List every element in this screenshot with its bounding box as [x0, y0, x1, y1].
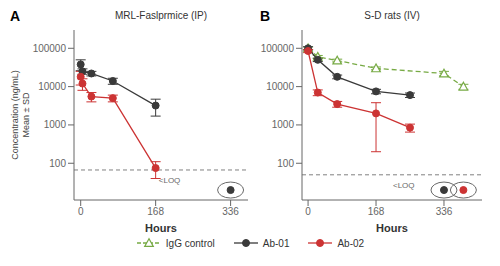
svg-text:168: 168	[368, 206, 385, 217]
html-text:MRL-Faslprmice (IP): MRL-Faslprmice (IP)	[114, 10, 208, 21]
svg-text:0: 0	[78, 206, 84, 217]
svg-text:1000: 1000	[44, 119, 67, 130]
html-text:A: A	[10, 8, 21, 24]
svg-text:100000: 100000	[261, 43, 295, 54]
svg-text:10000: 10000	[266, 81, 294, 92]
svg-text:10000: 10000	[38, 81, 66, 92]
svg-text:<LOQ: <LOQ	[393, 181, 415, 190]
svg-text:336: 336	[222, 206, 239, 217]
svg-text:100: 100	[277, 158, 294, 169]
svg-text:Concentration (ng/mL)Mean ± SD: Concentration (ng/mL)Mean ± SD	[10, 70, 31, 160]
svg-text:<LOQ: <LOQ	[159, 176, 181, 185]
svg-text:100: 100	[49, 158, 66, 169]
svg-text:336: 336	[436, 206, 453, 217]
html-text:Ab-01: Ab-01	[262, 237, 290, 249]
html-text:S-D rats (IV): S-D rats (IV)	[364, 10, 420, 21]
html-text:Ab-02: Ab-02	[337, 237, 365, 249]
svg-text:0: 0	[305, 206, 311, 217]
html-text:IgG control: IgG control	[165, 237, 215, 249]
svg-text:168: 168	[147, 206, 164, 217]
svg-text:Hours: Hours	[376, 222, 408, 232]
svg-text:1000: 1000	[272, 119, 295, 130]
html-text:B: B	[260, 8, 271, 24]
svg-text:100000: 100000	[33, 43, 67, 54]
svg-text:Hours: Hours	[145, 222, 177, 232]
